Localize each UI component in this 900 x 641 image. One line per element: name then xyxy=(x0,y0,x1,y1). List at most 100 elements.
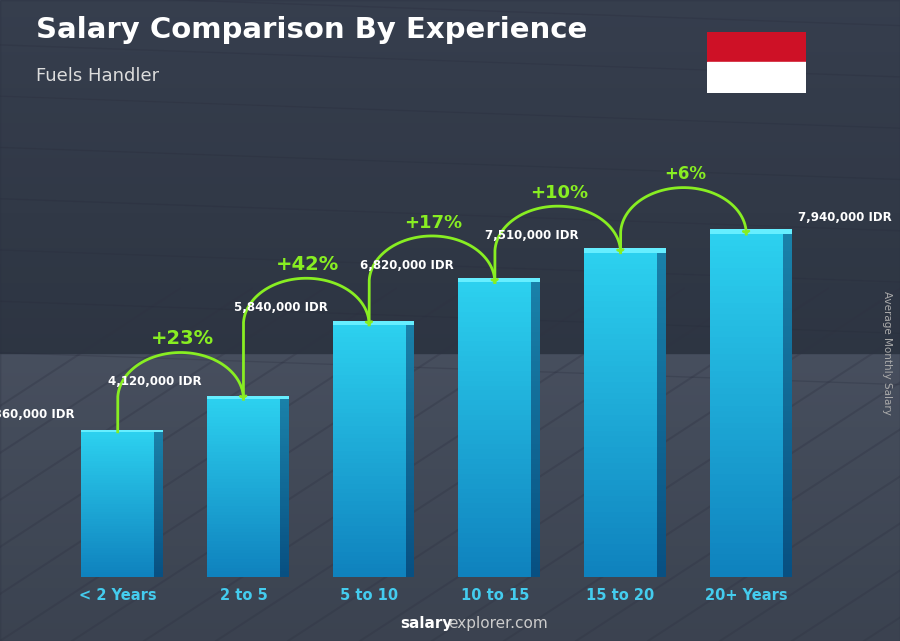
Bar xyxy=(0,465,900,468)
Bar xyxy=(584,512,657,517)
Bar xyxy=(0,609,900,612)
Bar xyxy=(154,555,163,558)
Bar xyxy=(0,522,900,526)
Bar xyxy=(0,587,900,590)
Bar xyxy=(0,90,900,93)
Bar xyxy=(81,567,154,570)
Bar xyxy=(280,438,289,440)
Bar xyxy=(657,490,666,496)
Bar xyxy=(710,337,783,343)
Bar xyxy=(280,431,289,435)
Bar xyxy=(458,400,531,405)
Bar xyxy=(0,426,900,429)
Bar xyxy=(584,263,657,269)
Bar xyxy=(657,296,666,301)
Bar xyxy=(458,562,531,567)
Bar xyxy=(0,87,900,90)
Bar xyxy=(0,205,900,208)
Bar xyxy=(0,13,900,16)
Bar xyxy=(657,377,666,383)
Bar xyxy=(531,429,540,435)
Bar xyxy=(657,393,666,399)
Bar xyxy=(154,480,163,483)
Bar xyxy=(783,485,791,491)
Bar xyxy=(706,32,806,63)
Bar xyxy=(657,572,666,577)
Bar xyxy=(783,422,791,428)
Bar xyxy=(710,383,783,388)
Bar xyxy=(584,506,657,512)
Bar xyxy=(333,375,406,379)
Bar xyxy=(207,402,280,405)
Bar xyxy=(0,141,900,144)
Bar xyxy=(783,257,791,263)
Bar xyxy=(406,401,414,404)
Bar xyxy=(81,502,154,504)
Bar xyxy=(154,551,163,553)
Bar xyxy=(0,417,900,420)
Bar xyxy=(531,518,540,523)
Bar xyxy=(584,317,657,323)
Bar xyxy=(207,426,280,429)
Bar xyxy=(0,353,900,356)
Bar xyxy=(0,109,900,112)
Bar xyxy=(0,48,900,51)
Bar xyxy=(0,574,900,577)
Bar xyxy=(0,144,900,147)
Bar xyxy=(0,304,900,308)
Bar xyxy=(710,445,783,451)
Bar xyxy=(584,474,657,479)
Bar xyxy=(584,274,657,279)
Bar xyxy=(0,128,900,131)
Bar xyxy=(531,488,540,494)
Bar xyxy=(0,356,900,359)
Bar xyxy=(280,458,289,462)
Bar xyxy=(783,349,791,354)
Bar xyxy=(333,535,406,539)
Bar xyxy=(0,462,900,465)
Bar xyxy=(333,497,406,501)
Bar xyxy=(81,540,154,543)
Bar xyxy=(333,442,406,447)
Bar xyxy=(406,333,414,337)
Bar xyxy=(0,535,900,538)
Bar xyxy=(710,451,783,457)
Bar xyxy=(0,561,900,564)
Bar xyxy=(0,58,900,61)
Bar xyxy=(406,476,414,480)
Bar xyxy=(0,292,900,295)
Bar xyxy=(333,539,406,544)
Bar xyxy=(783,314,791,320)
Bar xyxy=(333,506,406,510)
Bar xyxy=(458,528,531,533)
Bar xyxy=(0,538,900,542)
Bar xyxy=(0,6,900,10)
Bar xyxy=(280,533,289,535)
Bar xyxy=(154,560,163,562)
Bar xyxy=(0,349,900,353)
Bar xyxy=(280,550,289,553)
Bar xyxy=(0,603,900,606)
Bar xyxy=(458,449,531,454)
Text: +42%: +42% xyxy=(276,255,339,274)
Bar xyxy=(154,529,163,531)
Bar xyxy=(81,454,154,456)
Bar xyxy=(81,487,154,490)
Bar xyxy=(0,301,900,304)
Bar xyxy=(657,285,666,290)
Bar xyxy=(783,354,791,360)
Bar xyxy=(207,533,280,535)
Bar xyxy=(154,524,163,526)
Bar xyxy=(584,350,657,355)
Bar xyxy=(458,440,531,444)
Bar xyxy=(584,539,657,544)
Bar xyxy=(584,566,657,572)
Bar xyxy=(783,326,791,331)
Bar xyxy=(333,526,406,531)
Bar xyxy=(657,474,666,479)
Bar xyxy=(333,501,406,506)
Bar xyxy=(406,375,414,379)
Bar xyxy=(458,435,531,440)
Bar xyxy=(406,463,414,468)
Bar xyxy=(280,544,289,547)
